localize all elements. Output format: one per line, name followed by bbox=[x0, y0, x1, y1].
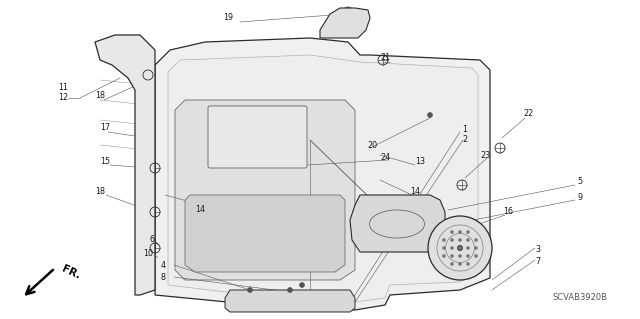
Circle shape bbox=[466, 238, 470, 242]
Text: 20: 20 bbox=[367, 140, 377, 150]
Circle shape bbox=[428, 216, 492, 280]
Text: 3: 3 bbox=[536, 246, 541, 255]
Text: 14: 14 bbox=[195, 205, 205, 214]
Text: 12: 12 bbox=[58, 93, 68, 102]
Circle shape bbox=[450, 246, 454, 250]
Circle shape bbox=[474, 254, 478, 258]
Text: 11: 11 bbox=[58, 84, 68, 93]
Circle shape bbox=[442, 246, 446, 250]
Polygon shape bbox=[155, 38, 490, 310]
Polygon shape bbox=[350, 195, 445, 252]
Text: 17: 17 bbox=[100, 123, 110, 132]
FancyBboxPatch shape bbox=[208, 106, 307, 168]
Circle shape bbox=[442, 238, 446, 242]
Polygon shape bbox=[185, 195, 345, 272]
Circle shape bbox=[458, 238, 462, 242]
Text: 14: 14 bbox=[410, 188, 420, 197]
Circle shape bbox=[466, 246, 470, 250]
Text: 2: 2 bbox=[463, 136, 468, 145]
Text: 16: 16 bbox=[503, 207, 513, 217]
Text: 19: 19 bbox=[223, 13, 233, 23]
Circle shape bbox=[450, 254, 454, 258]
Text: 7: 7 bbox=[536, 257, 541, 266]
Polygon shape bbox=[320, 8, 370, 38]
Text: FR.: FR. bbox=[60, 263, 82, 281]
Polygon shape bbox=[175, 100, 355, 280]
Text: SCVAB3920B: SCVAB3920B bbox=[552, 293, 607, 302]
Text: 24: 24 bbox=[380, 153, 390, 162]
Circle shape bbox=[248, 287, 253, 293]
Circle shape bbox=[474, 238, 478, 242]
Text: 15: 15 bbox=[100, 158, 110, 167]
Text: 22: 22 bbox=[523, 109, 533, 118]
Circle shape bbox=[474, 246, 478, 250]
Text: 13: 13 bbox=[415, 158, 425, 167]
Text: 4: 4 bbox=[161, 261, 166, 270]
Circle shape bbox=[458, 254, 462, 258]
Text: 1: 1 bbox=[463, 125, 467, 135]
Polygon shape bbox=[95, 35, 155, 295]
Text: 21: 21 bbox=[380, 54, 390, 63]
Text: 10: 10 bbox=[143, 249, 153, 258]
Circle shape bbox=[442, 254, 446, 258]
Text: 18: 18 bbox=[95, 92, 105, 100]
Circle shape bbox=[458, 246, 462, 250]
Circle shape bbox=[458, 262, 462, 266]
Text: 6: 6 bbox=[150, 235, 154, 244]
Text: 8: 8 bbox=[161, 273, 166, 283]
Circle shape bbox=[450, 230, 454, 234]
Text: 18: 18 bbox=[95, 188, 105, 197]
Circle shape bbox=[466, 230, 470, 234]
Circle shape bbox=[300, 283, 305, 287]
Circle shape bbox=[287, 287, 292, 293]
Polygon shape bbox=[225, 290, 355, 312]
Circle shape bbox=[428, 113, 433, 117]
Polygon shape bbox=[168, 55, 478, 302]
Circle shape bbox=[458, 230, 462, 234]
Text: 9: 9 bbox=[577, 194, 582, 203]
Circle shape bbox=[450, 262, 454, 266]
Circle shape bbox=[466, 262, 470, 266]
Circle shape bbox=[450, 238, 454, 242]
Text: 5: 5 bbox=[577, 177, 582, 187]
Circle shape bbox=[466, 254, 470, 258]
Circle shape bbox=[457, 245, 463, 251]
Text: 23: 23 bbox=[480, 151, 490, 160]
